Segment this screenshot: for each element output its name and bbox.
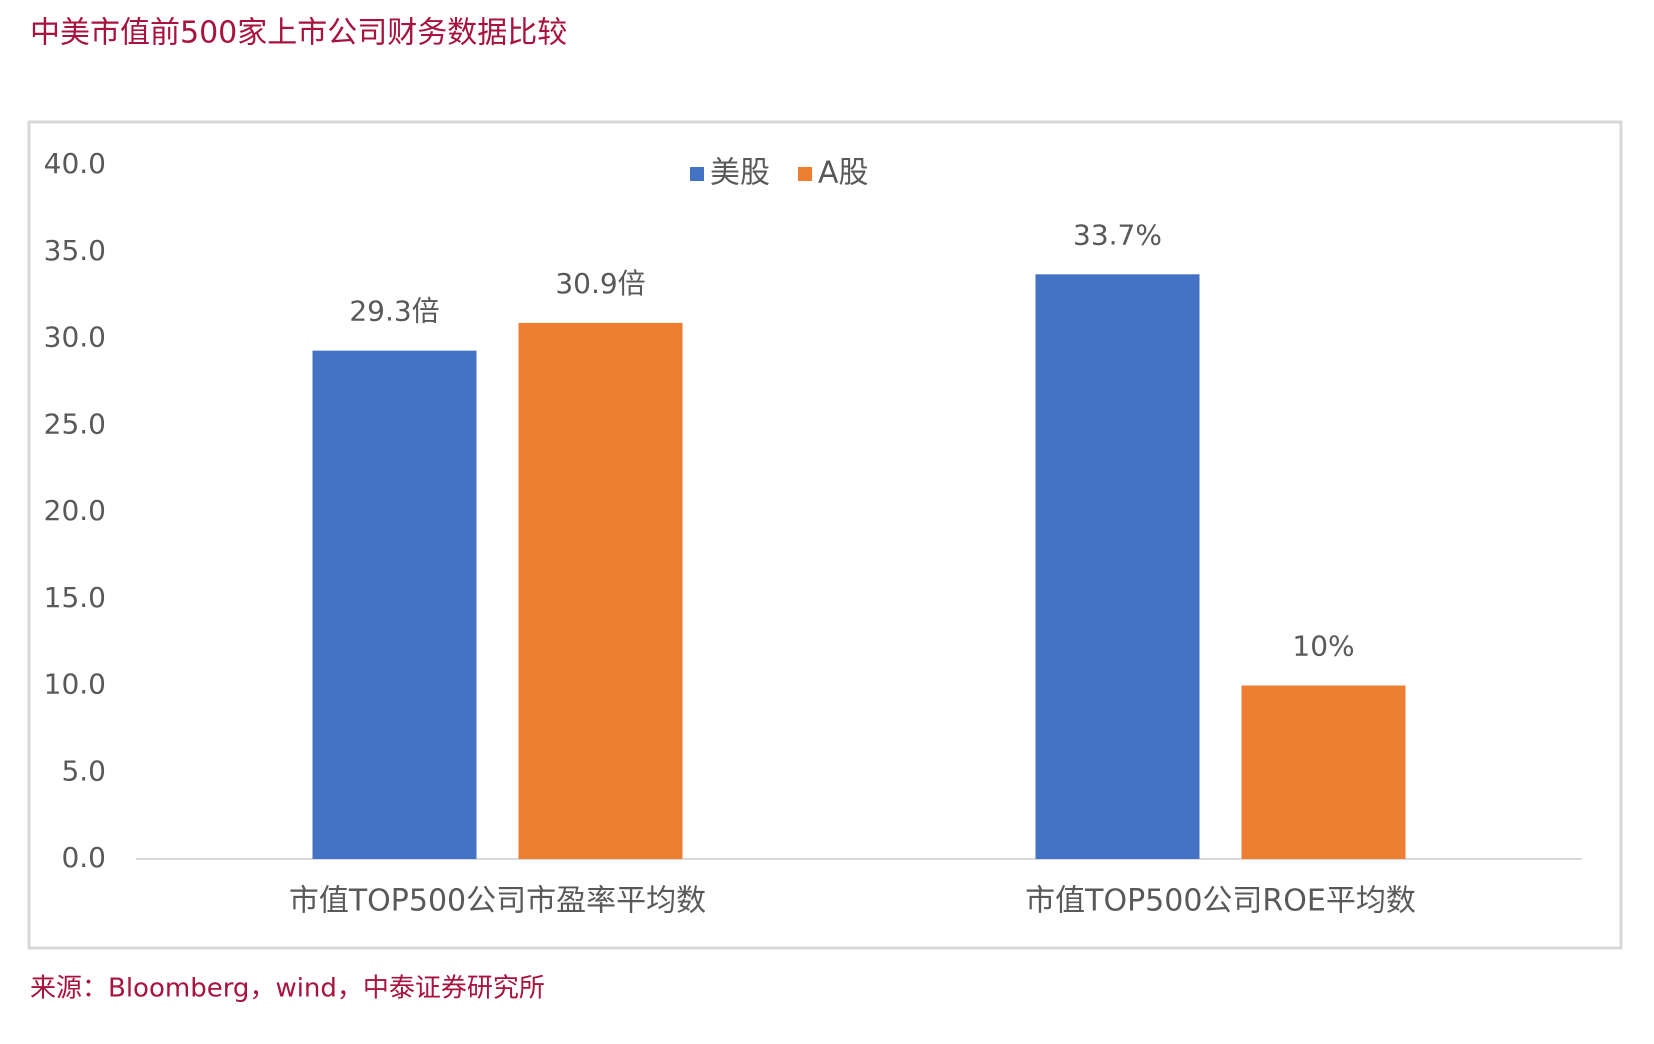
x-tick-label: 市值TOP500公司市盈率平均数 [289,884,706,919]
legend-swatch [798,167,812,181]
x-tick-label: 市值TOP500公司ROE平均数 [1025,884,1416,919]
bar [518,322,683,859]
y-tick-label: 35.0 [44,234,106,267]
source-note: 来源：Bloomberg，wind，中泰证券研究所 [30,974,545,1004]
legend-label: 美股 [710,156,770,191]
y-tick-label: 25.0 [44,407,106,440]
value-label: 10% [1292,630,1354,663]
y-tick-label: 5.0 [61,754,106,787]
y-tick-label: 20.0 [44,494,106,527]
value-label: 30.9倍 [555,267,645,300]
value-label: 33.7% [1073,218,1162,251]
bar [1035,274,1200,859]
value-label: 29.3倍 [349,295,439,328]
y-tick-label: 40.0 [44,147,106,180]
bar [312,350,477,859]
y-tick-label: 15.0 [44,581,106,614]
y-tick-label: 30.0 [44,321,106,354]
bar [1241,685,1406,859]
legend-swatch [690,167,704,181]
chart-title: 中美市值前500家上市公司财务数据比较 [30,16,567,51]
chart-frame [27,120,1623,950]
y-tick-label: 10.0 [44,668,106,701]
legend-label: A股 [818,156,869,191]
y-tick-label: 0.0 [61,841,106,874]
